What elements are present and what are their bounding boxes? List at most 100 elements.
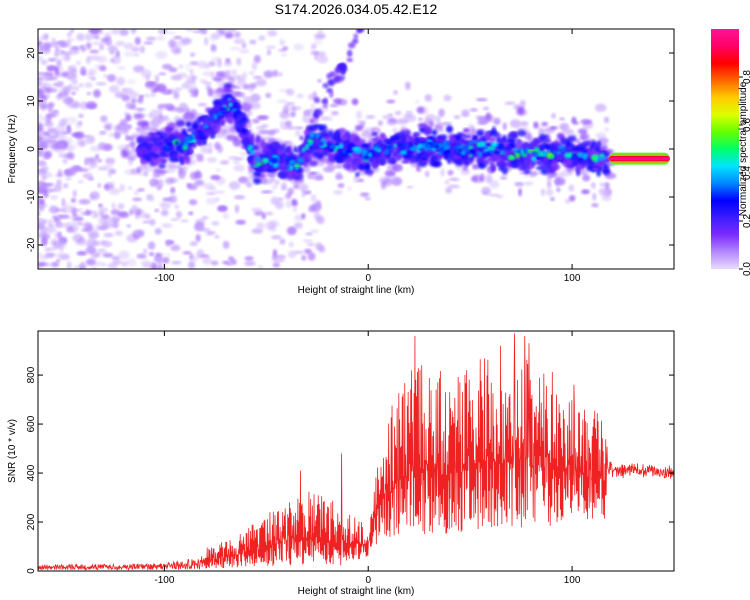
spectrogram-xtick-label: -100 [154, 273, 174, 284]
snr-xtick-label: 0 [365, 575, 371, 586]
spectrogram-cell [310, 103, 316, 110]
spectrogram-cell [301, 213, 306, 220]
spectrogram-cell [219, 159, 230, 165]
spectrogram-cell [149, 262, 158, 269]
spectrogram-cell [230, 69, 238, 76]
spectrogram-cell [450, 136, 457, 143]
spectrogram-cell [150, 89, 157, 98]
spectrogram-cell [38, 81, 47, 89]
spectrogram-cell [332, 165, 343, 169]
spectrogram-cell [253, 55, 261, 64]
spectrogram-cell [307, 174, 316, 180]
spectrogram-cell [393, 90, 398, 95]
spectrogram-cell [285, 160, 289, 166]
spectrogram-cell [150, 118, 161, 128]
spectrogram-cell [467, 150, 471, 155]
spectrogram-cell [163, 137, 171, 144]
spectrogram-cell [123, 42, 134, 50]
spectrogram-cell [206, 231, 216, 235]
spectrogram-cell [222, 240, 230, 250]
spectrogram-cell [502, 150, 506, 156]
spectrogram-cell [69, 69, 76, 79]
spectrogram-cell [170, 244, 181, 252]
spectrogram-cell [489, 151, 494, 155]
spectrogram-cell [98, 203, 103, 208]
spectrogram-cell [140, 69, 152, 79]
spectrogram-cell [234, 195, 246, 200]
spectrogram-cell [200, 148, 212, 154]
spectrogram-cell [249, 102, 261, 110]
spectrogram-cell [473, 135, 478, 141]
spectrogram-cell [249, 39, 257, 45]
spectrogram-cell [501, 134, 508, 142]
spectrogram-cell [168, 67, 178, 73]
spectrogram-cell [190, 139, 196, 143]
spectrogram-cell [207, 88, 214, 97]
spectrogram-cell [70, 91, 77, 95]
spectrogram-cell [414, 132, 421, 137]
spectrogram-cell [313, 97, 321, 104]
spectrogram-cell [56, 80, 64, 85]
spectrogram-cell [354, 125, 364, 131]
spectrogram-cell [232, 138, 243, 147]
spectrogram-ytick-label: 20 [26, 47, 37, 59]
spectrogram-cell [293, 250, 305, 254]
spectrogram-cell [77, 121, 83, 125]
spectrogram-cell [400, 149, 408, 155]
spectrogram-cell [301, 188, 306, 198]
spectrogram-cell [89, 191, 100, 200]
spectrogram-cell [158, 72, 167, 76]
spectrogram-cell [112, 221, 119, 229]
spectrogram-cell [46, 112, 56, 119]
spectrogram-cell [316, 55, 329, 64]
spectrogram-cell [108, 187, 121, 195]
spectrogram-cell [568, 184, 575, 192]
spectrogram-cell [548, 143, 558, 152]
spectrogram-cell [469, 108, 478, 112]
spectrogram-cell [543, 157, 549, 162]
spectrogram-cell [383, 139, 393, 144]
spectrogram-cell [251, 118, 260, 124]
spectrogram-cell [355, 110, 363, 120]
spectrogram-cell [439, 148, 445, 152]
spectrogram-cell [71, 220, 78, 225]
spectrogram-cell [223, 83, 233, 90]
spectrogram-cell [342, 162, 352, 170]
spectrogram-cell [109, 59, 115, 63]
spectrogram-cell [258, 35, 266, 41]
spectrogram-cell [78, 237, 86, 243]
spectrogram-cell [111, 202, 116, 211]
spectrogram-cell [202, 256, 212, 265]
spectrogram-cell [339, 152, 347, 159]
spectrogram-cell [142, 248, 148, 254]
spectrogram-cell [309, 119, 315, 124]
spectrogram-cell [174, 48, 181, 54]
spectrogram-cell [307, 125, 316, 132]
spectrogram-cell [261, 123, 269, 128]
spectrogram-cell [119, 183, 126, 192]
spectrogram-cell [118, 250, 130, 260]
spectrogram-cell [394, 110, 402, 116]
spectrogram-cell [117, 203, 125, 210]
spectrogram-cell [234, 92, 246, 98]
spectrogram-cell [245, 181, 253, 188]
spectrogram-cell [352, 147, 360, 151]
spectrogram-cell [133, 65, 145, 73]
spectrogram-cell [560, 137, 568, 145]
spectrogram-cell [520, 121, 529, 127]
spectrogram-cell [464, 144, 469, 150]
spectrogram-cell [86, 91, 92, 96]
snr-xtick-label: -100 [154, 575, 174, 586]
spectrogram-cell [47, 107, 53, 112]
spectrogram-cell [373, 151, 378, 156]
spectrogram-cell [401, 159, 410, 164]
spectrogram-cell [109, 85, 120, 93]
spectrogram-cell [481, 186, 492, 196]
spectrogram-cell [364, 163, 371, 171]
spectrogram-cell [166, 240, 171, 247]
spectrogram-cell [592, 192, 597, 201]
spectrogram-cell [80, 101, 88, 110]
spectrogram-cell [253, 211, 265, 216]
spectrogram-cell [204, 64, 211, 69]
spectrogram-cell [456, 148, 463, 153]
